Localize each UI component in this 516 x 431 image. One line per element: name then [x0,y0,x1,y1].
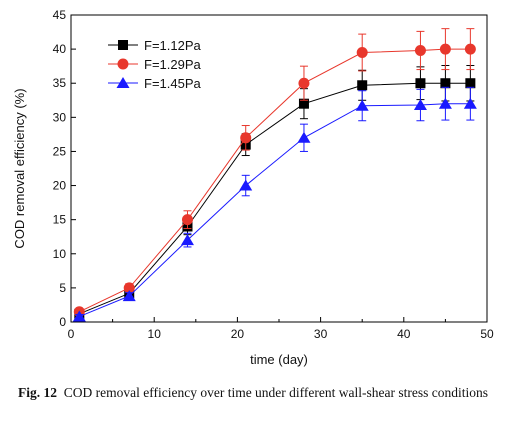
data-point [239,179,253,191]
y-tick-label: 45 [53,8,67,22]
data-point [297,131,311,143]
series-line [79,48,471,313]
y-tick-label: 30 [53,110,67,124]
legend-label: F=1.29Pa [144,57,202,72]
legend-label: F=1.45Pa [144,76,202,91]
y-tick-label: 35 [53,76,67,90]
data-point [122,290,136,302]
y-tick-label: 0 [59,315,66,329]
data-point [355,99,369,111]
y-tick-label: 10 [53,247,67,261]
y-tick-label: 25 [53,144,67,158]
series-line [79,103,471,318]
y-axis-label: COD removal efficiency (%) [12,88,27,248]
data-point [439,43,451,55]
chart: 0 10 20 30 40 50 0 5 10 15 20 25 30 35 40 45 time (day) C… [12,8,494,367]
data-point [357,80,368,91]
data-point [414,44,426,56]
data-point [123,282,135,294]
plot-area: 0 10 20 30 40 50 0 5 10 15 20 25 30 35 40 45 time (day) C… [12,8,494,367]
figure-caption: Fig. 12 COD removal efficiency over time… [18,384,508,401]
x-tick-label: 0 [68,327,75,341]
data-point [463,97,477,109]
data-point [298,77,310,89]
figure-caption-text: COD removal efficiency over time under d… [63,385,488,400]
data-point [180,234,194,246]
x-tick-label: 50 [480,327,494,341]
figure-caption-label: Fig. 12 [18,385,57,400]
data-point [72,310,86,322]
x-tick-label: 10 [148,327,162,341]
data-point [415,78,426,89]
x-tick-label: 40 [397,327,411,341]
data-point [465,78,476,89]
series-line [79,82,471,315]
x-tick-label: 20 [231,327,245,341]
legend-marker [116,77,130,88]
data-point [240,132,252,144]
plot-frame [70,14,488,323]
y-tick-label: 40 [53,42,67,56]
legend-marker [117,58,129,70]
data-point [356,47,368,59]
y-tick-label: 5 [59,281,66,295]
legend-label: F=1.12Pa [144,38,202,53]
data-point [464,43,476,55]
data-point [413,99,427,111]
legend-marker [118,40,128,50]
y-tick-label: 20 [53,179,67,193]
data-point [181,214,193,226]
data-point [298,98,309,109]
x-axis-label: time (day) [250,352,308,367]
y-tick-label: 15 [53,213,67,227]
x-tick-label: 30 [314,327,328,341]
data-point [440,78,451,89]
data-point [438,97,452,109]
